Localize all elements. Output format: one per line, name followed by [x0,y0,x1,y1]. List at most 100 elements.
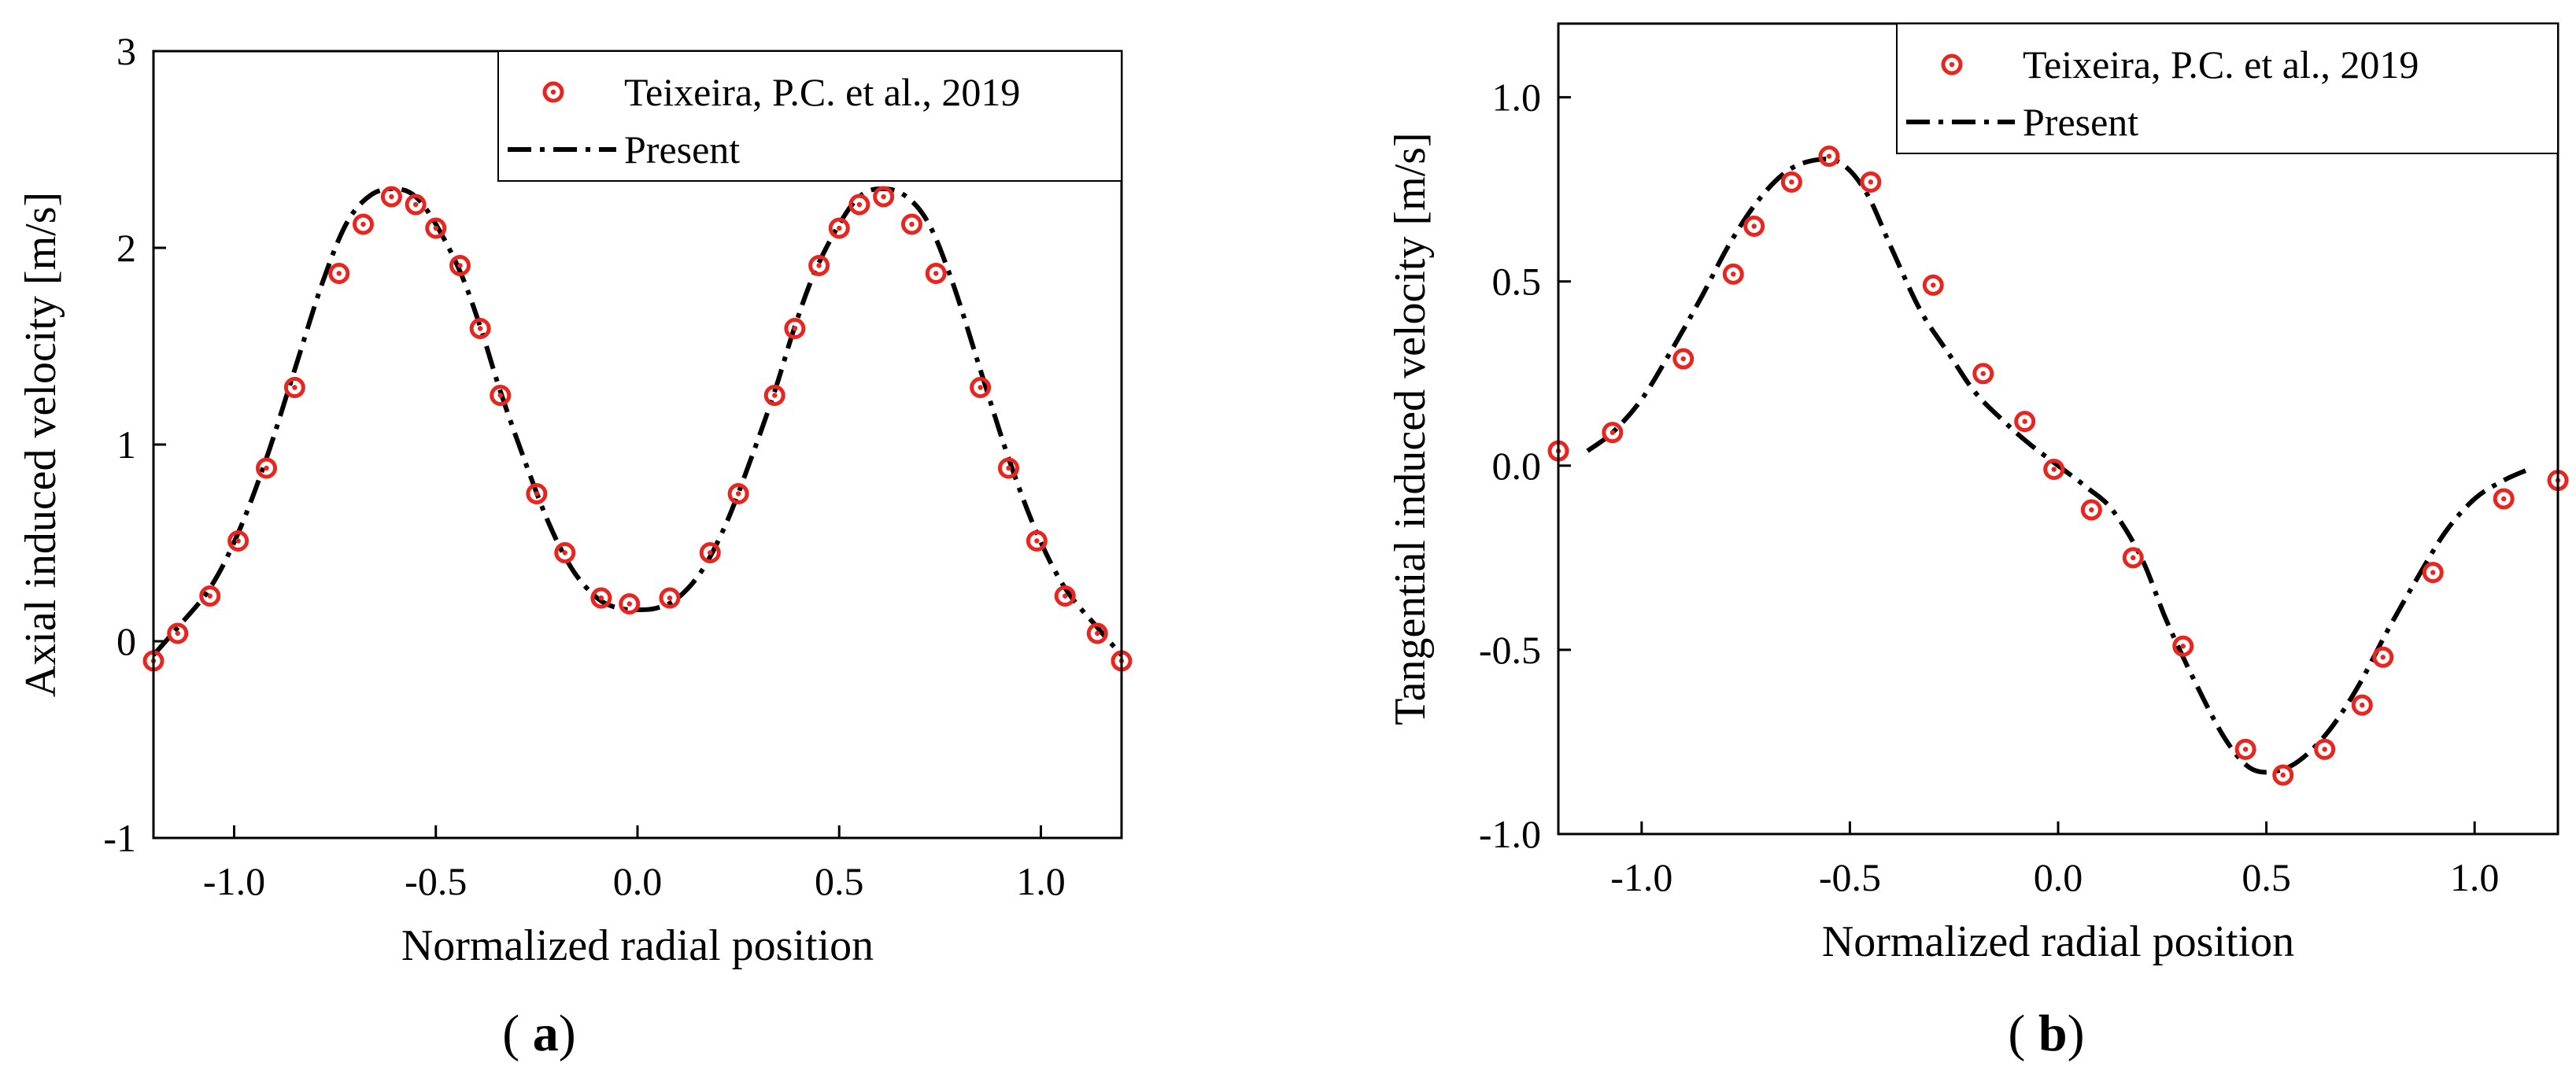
chart-a-marker [283,377,305,398]
chart-b-marker-dot [2360,702,2365,708]
chart-b-y-tick-label: 1.0 [1492,76,1542,120]
chart-b-marker-dot [1868,179,1874,185]
chart-a-y-tick-label: 1 [116,423,136,467]
chart-b-marker-ring [2043,459,2065,480]
chart-a-marker [167,622,189,644]
chart-a-x-tick-label: -0.5 [405,859,467,903]
chart-a-y-tick-label: -1 [103,816,136,860]
chart-b-marker-ring [1972,363,1994,385]
chart-b-marker [2314,738,2336,760]
chart-a-marker [199,585,221,607]
chart-b-marker [2234,738,2256,760]
chart-b-y-axis-title: Tangential induced velocity [m/s] [1386,132,1435,725]
panel-b-label: ( b) [2008,1005,2084,1062]
panel-a-label-text: ( [502,1005,519,1062]
chart-a-marker-ring [901,213,922,235]
chart-a-marker-dot [264,465,269,471]
chart-a-marker-dot [360,221,366,227]
chart-a-marker [328,263,350,284]
chart-b-marker [1602,422,1624,444]
chart-b-marker-ring [2314,738,2336,760]
chart-b-marker-ring [1602,422,1624,444]
panel-label-close: ) [2068,1005,2085,1062]
chart-b-marker-ring [2234,738,2256,760]
chart-b-legend-marker-ring [1941,54,1963,76]
chart-a-marker [619,593,641,614]
chart-b-marker [2122,547,2144,569]
chart-b-legend-marker-dot [1949,61,1955,68]
chart-a-marker-ring [227,530,249,552]
chart-a-marker [227,530,249,552]
chart-a-marker [970,377,992,398]
chart-b-marker-dot [2280,772,2286,778]
chart-b-marker [1922,274,1944,296]
chart-a-marker-ring [659,587,681,609]
chart-b-marker [1860,171,1882,193]
chart-a-marker-dot [235,538,241,544]
chart-a-marker [554,542,576,563]
chart-a-marker [763,385,785,406]
chart-a-marker [380,186,402,208]
chart-a-legend-marker-dot [550,89,556,95]
chart-b-marker [1818,146,1840,168]
chart-a-marker-ring [828,217,850,239]
panel-letter: a [533,1005,559,1062]
chart-b-marker [2172,635,2194,657]
panel-label-close: ) [559,1005,576,1062]
chart-b-marker-ring [2493,488,2515,510]
chart-a-marker-ring [490,385,512,406]
chart-a-x-axis-title: Normalized radial position [401,921,874,970]
chart-a-marker [405,194,427,216]
chart-b-marker-dot [1980,371,1986,376]
chart-b-marker [1722,263,1744,285]
chart-a-y-tick-label: 3 [116,29,136,73]
chart-a-marker-dot [292,385,298,390]
chart-b-legend-entry-label: Present [2023,100,2138,144]
chart-a-marker-dot [389,194,394,200]
chart-a-marker [808,255,830,276]
chart-a-marker-ring [425,217,447,239]
chart-a-marker-ring [1054,585,1076,607]
chart-a-marker-dot [772,393,778,398]
chart-b-marker-ring [2080,499,2102,521]
chart-b-legend-entry-label: Teixeira, P.C. et al., 2019 [2023,42,2419,87]
chart-b-series-present-line [1586,157,2530,775]
chart-a-marker-dot [1063,593,1068,599]
chart-a-marker-dot [909,221,915,227]
chart-b-marker-dot [2089,507,2094,513]
chart-a-marker-ring [970,377,992,398]
chart-a-marker-dot [433,225,438,231]
chart-b-marker-dot [2131,555,2136,561]
chart-b-marker [2351,694,2373,716]
chart-a-legend-entry-label: Teixeira, P.C. et al., 2019 [624,70,1020,114]
chart-a-marker-ring [526,483,548,504]
chart-a-marker-ring [808,255,830,276]
chart-a-marker-dot [477,326,483,331]
panel-b-label-text: ( [2008,1005,2025,1062]
chart-a-marker-ring [405,194,427,216]
chart-b-legend: Teixeira, P.C. et al., 2019 Present [1896,23,2559,154]
chart-b-marker [2493,488,2515,510]
chart-a-marker-dot [735,491,741,496]
chart-b-marker-ring [1922,274,1944,296]
chart-a-marker-ring [727,483,749,504]
chart-a-marker [490,385,512,406]
chart-a-legend: Teixeira, P.C. et al., 2019 Present [497,50,1122,182]
chart-b-marker [2372,646,2394,668]
chart-a-marker [699,542,721,563]
chart-a-marker [469,318,491,339]
chart-b-marker-ring [2422,562,2444,584]
chart-a-marker [828,217,850,239]
chart-b-marker-ring [1818,146,1840,168]
chart-a-marker-dot [562,550,567,555]
chart-b-marker-dot [1680,356,1686,362]
chart-a-marker-dot [978,385,983,390]
chart-b-y-tick-label: -0.5 [1479,628,1541,672]
chart-a-marker [425,217,447,239]
chart-b-marker-dot [1931,282,1936,288]
chart-a-marker-ring [763,385,785,406]
chart-a-marker [1086,622,1108,644]
chart-a-marker-ring [353,213,374,235]
chart-a-legend-marker-swatch [542,81,564,103]
